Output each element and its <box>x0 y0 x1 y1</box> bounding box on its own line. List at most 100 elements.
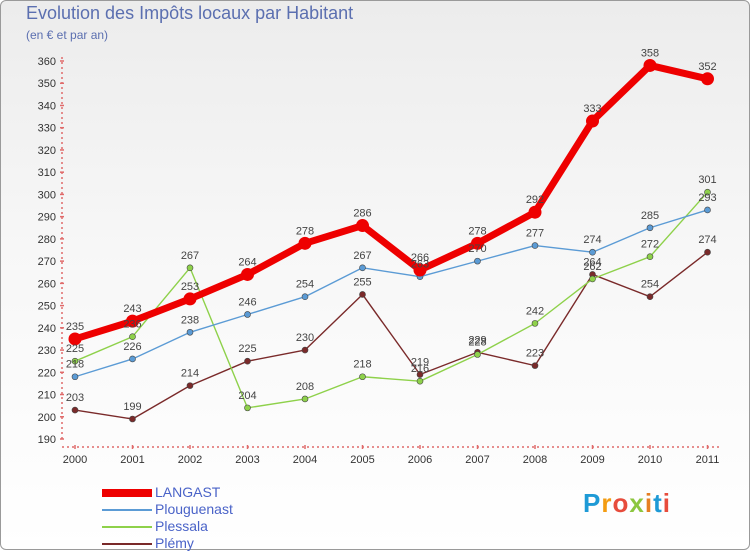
data-label: 246 <box>238 296 256 308</box>
proxiti-logo: Proxiti <box>583 488 671 519</box>
data-label: 274 <box>698 234 716 246</box>
data-label: 267 <box>181 250 199 262</box>
data-point <box>359 264 366 272</box>
data-label: 214 <box>181 368 199 380</box>
data-point <box>646 293 654 300</box>
y-tick-label: 220 <box>38 367 56 379</box>
x-tick-label: 2011 <box>696 454 720 466</box>
legend-swatch <box>102 489 152 497</box>
chart-title: Evolution des Impôts locaux par Habitant <box>26 3 354 23</box>
data-label: 219 <box>411 357 429 369</box>
logo-letter: P <box>583 488 602 518</box>
data-label: 285 <box>641 210 659 222</box>
data-point <box>298 236 312 250</box>
data-label: 278 <box>296 225 314 237</box>
legend-item[interactable]: LANGAST <box>100 484 300 501</box>
data-point <box>646 253 654 260</box>
data-point <box>186 264 194 272</box>
x-tick-label: 2002 <box>178 454 202 466</box>
legend-item[interactable]: Plouguenast <box>100 501 300 518</box>
data-point <box>129 415 136 423</box>
data-label: 270 <box>468 243 486 255</box>
y-tick-label: 270 <box>38 256 56 268</box>
legend-item[interactable]: Plessala <box>100 518 300 535</box>
data-label: 274 <box>583 234 601 246</box>
data-point <box>643 58 657 72</box>
logo-letter: i <box>662 488 671 518</box>
data-label: 301 <box>698 174 716 186</box>
y-tick-label: 190 <box>38 434 56 446</box>
data-label: 223 <box>526 348 544 360</box>
y-tick-label: 300 <box>38 189 56 201</box>
data-point <box>471 236 484 250</box>
data-point <box>301 395 309 403</box>
data-label: 262 <box>583 261 601 273</box>
y-tick-label: 340 <box>38 100 56 112</box>
data-label: 263 <box>411 259 429 271</box>
data-label: 216 <box>411 363 429 375</box>
data-label: 218 <box>66 359 84 371</box>
data-point <box>359 373 366 381</box>
data-label: 292 <box>526 194 544 206</box>
x-tick-label: 2000 <box>63 454 87 466</box>
y-tick-label: 320 <box>38 145 56 157</box>
data-point <box>183 292 197 306</box>
data-label: 226 <box>123 341 141 353</box>
data-label: 286 <box>353 208 371 220</box>
y-tick-label: 200 <box>38 412 56 424</box>
data-point <box>126 314 139 328</box>
data-point <box>186 328 194 336</box>
data-label: 277 <box>526 228 544 240</box>
data-point <box>244 404 251 412</box>
data-point <box>241 267 254 281</box>
data-label: 254 <box>641 279 659 291</box>
y-tick-label: 230 <box>38 345 56 357</box>
data-point <box>704 188 711 196</box>
x-tick-label: 2005 <box>350 454 374 466</box>
data-point <box>531 242 539 249</box>
logo-letter: t <box>653 488 663 518</box>
data-label: 235 <box>66 321 84 333</box>
legend-label: Plémy <box>155 535 194 551</box>
data-label: 242 <box>526 305 544 317</box>
series-line-plémy <box>74 251 709 420</box>
data-point <box>356 219 369 233</box>
legend-label: Plouguenast <box>155 501 233 517</box>
data-point <box>71 373 79 381</box>
data-point <box>701 72 714 86</box>
series-line-plessala <box>74 191 709 409</box>
data-label: 358 <box>641 47 659 59</box>
y-tick-label: 310 <box>38 167 56 179</box>
data-point <box>416 371 424 378</box>
x-tick-label: 2001 <box>120 454 144 466</box>
data-point <box>474 351 481 358</box>
data-point <box>71 406 79 414</box>
logo-letter: x <box>629 488 645 518</box>
x-tick-label: 2009 <box>580 454 604 466</box>
data-point <box>586 114 599 128</box>
y-tick-label: 210 <box>38 390 56 402</box>
data-point <box>129 333 136 341</box>
logo-letter: r <box>601 488 613 518</box>
legend-swatch <box>102 509 152 511</box>
data-point <box>68 332 82 346</box>
data-label: 333 <box>583 103 601 115</box>
data-label: 238 <box>181 314 199 326</box>
y-tick-label: 330 <box>38 123 56 135</box>
series-line-langast <box>71 61 711 343</box>
data-point <box>704 206 711 214</box>
data-point <box>71 357 79 365</box>
data-label: 272 <box>641 239 659 251</box>
data-label: 208 <box>296 381 314 393</box>
data-label: 228 <box>468 337 486 349</box>
data-point <box>413 263 427 277</box>
data-label: 199 <box>123 401 141 413</box>
y-tick-label: 350 <box>38 78 56 90</box>
data-point <box>129 355 136 363</box>
data-point <box>474 257 481 265</box>
data-point <box>359 291 366 298</box>
data-label: 230 <box>296 332 314 344</box>
y-tick-label: 240 <box>38 323 56 335</box>
legend-item[interactable]: Plémy <box>100 535 300 552</box>
